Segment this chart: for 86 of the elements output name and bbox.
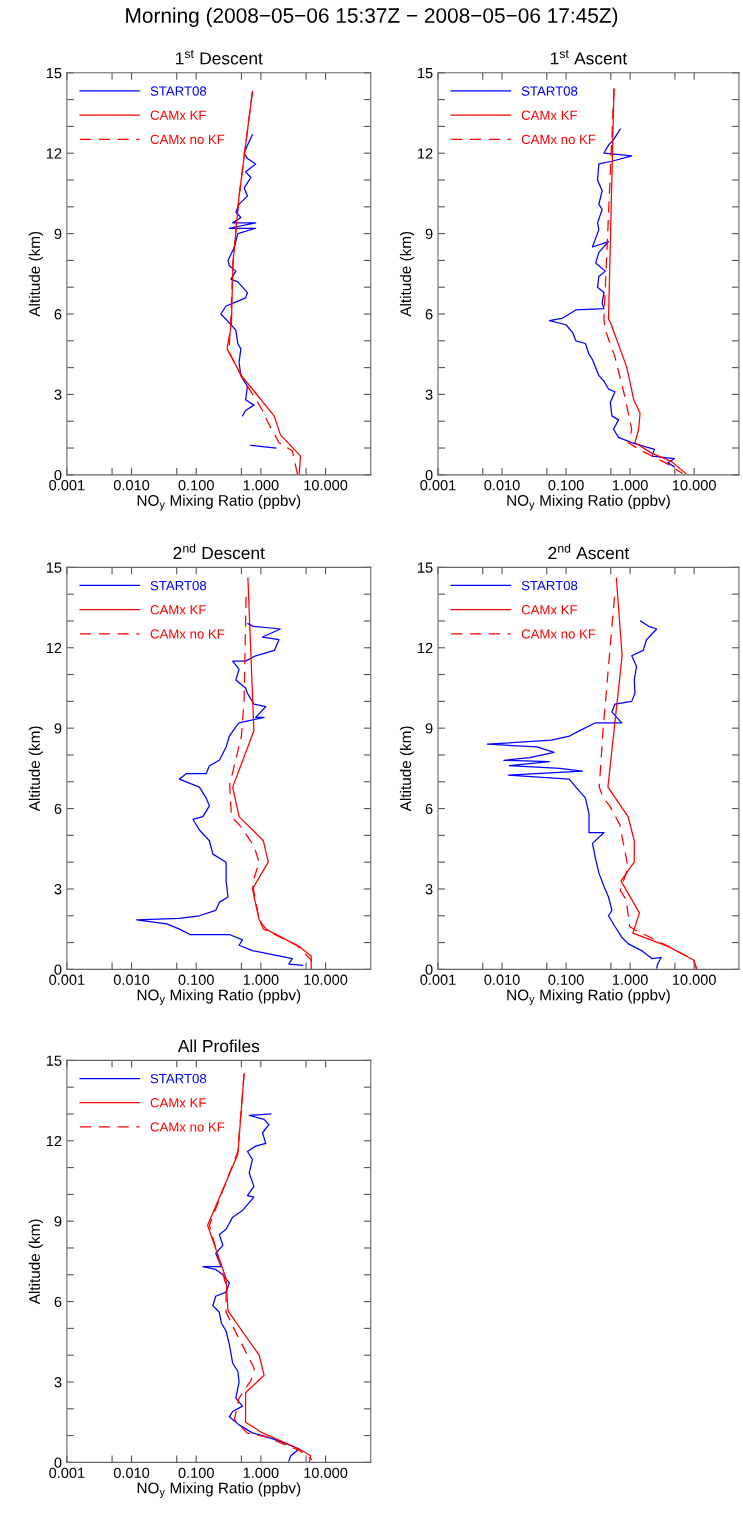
legend-label: START08 xyxy=(521,580,578,591)
x-tick-label: 0.001 xyxy=(49,974,85,985)
y-tick-label: 3 xyxy=(54,884,62,895)
x-tick-label: 0.001 xyxy=(420,480,456,491)
x-tick-label: 1.000 xyxy=(612,974,648,985)
x-tick-label: 0.001 xyxy=(49,480,85,491)
x-tick-label: 0.010 xyxy=(113,480,150,491)
x-tick-label: 1.000 xyxy=(243,1467,279,1478)
text: Morning (2008−05−06 15:37Z − 2008−05−06 17:45Z) xyxy=(126,7,618,28)
x-tick-label: 0.001 xyxy=(420,974,456,985)
legend-label: CAMx KF xyxy=(150,1098,206,1108)
legend-label: START08 xyxy=(150,1073,207,1084)
y-tick-label: 15 xyxy=(418,68,433,79)
x-tick-label: 10.000 xyxy=(304,1467,348,1478)
x-axis-title: NO$_{y}$ Mixing Ratio (ppbv) xyxy=(137,1482,301,1498)
chart-title: All Profiles xyxy=(177,1039,260,1053)
y-tick-label: 15 xyxy=(46,562,62,573)
x-tick-label: 0.100 xyxy=(178,1467,214,1478)
legend-label: CAMx no KF xyxy=(150,134,225,145)
y-tick-label: 12 xyxy=(46,148,62,159)
y-axis-title: Altitude (km) xyxy=(28,231,43,317)
y-tick-label: 6 xyxy=(425,309,433,320)
x-axis-title: NO$_{y}$ Mixing Ratio (ppbv) xyxy=(507,494,670,511)
x-tick-label: 1.000 xyxy=(243,480,279,491)
legend-label: START08 xyxy=(150,580,207,591)
y-axis-title: Altitude (km) xyxy=(399,231,415,317)
y-tick-label: 3 xyxy=(54,389,62,400)
x-tick-label: 1.000 xyxy=(243,974,279,985)
chart-title: 2$^{nd}$ Descent xyxy=(173,543,265,560)
legend-label: CAMx KF xyxy=(150,110,206,120)
y-tick-label: 3 xyxy=(54,1377,62,1388)
y-tick-label: 12 xyxy=(418,642,433,654)
x-tick-label: 10.000 xyxy=(304,480,348,491)
x-tick-label: 10.000 xyxy=(672,974,716,985)
legend-label: CAMx KF xyxy=(150,605,206,615)
legend-label: CAMx no KF xyxy=(150,1122,225,1132)
y-tick-label: 3 xyxy=(425,884,433,895)
y-tick-label: 12 xyxy=(46,642,62,654)
x-tick-label: 0.100 xyxy=(548,974,584,985)
y-tick-label: 9 xyxy=(425,723,433,734)
y-tick-label: 3 xyxy=(425,389,433,400)
y-tick-label: 9 xyxy=(54,1216,62,1227)
y-tick-label: 6 xyxy=(54,803,62,814)
y-tick-label: 0 xyxy=(54,469,62,481)
legend-label: CAMx no KF xyxy=(521,134,596,145)
x-tick-label: 0.100 xyxy=(178,480,214,491)
x-tick-label: 0.001 xyxy=(49,1467,85,1478)
x-tick-label: 10.000 xyxy=(672,480,716,491)
legend-label: CAMx no KF xyxy=(521,629,596,639)
y-tick-label: 6 xyxy=(54,309,62,320)
y-tick-label: 0 xyxy=(54,1457,62,1468)
y-tick-label: 9 xyxy=(54,228,62,240)
y-tick-label: 0 xyxy=(425,964,433,975)
y-tick-label: 15 xyxy=(46,68,62,79)
y-tick-label: 0 xyxy=(54,964,62,975)
y-axis-title: Altitude (km) xyxy=(28,1219,43,1305)
legend-label: CAMx KF xyxy=(521,110,578,120)
y-tick-label: 6 xyxy=(54,1296,62,1308)
legend-label: CAMx no KF xyxy=(150,629,225,639)
chart-title: 1$^{st}$ Ascent xyxy=(550,50,628,65)
y-tick-label: 0 xyxy=(425,469,433,481)
x-tick-label: 10.000 xyxy=(304,974,348,985)
chart-title: 1$^{st}$ Descent xyxy=(175,50,263,65)
x-tick-label: 0.010 xyxy=(113,1467,150,1478)
x-tick-label: 0.010 xyxy=(484,974,520,985)
y-tick-label: 6 xyxy=(425,803,433,814)
y-axis-title: Altitude (km) xyxy=(28,726,43,812)
legend-label: START08 xyxy=(150,86,207,96)
x-tick-label: 0.010 xyxy=(113,974,150,985)
chart-title: 2$^{nd}$ Ascent xyxy=(548,543,630,560)
x-axis-title: NO$_{y}$ Mixing Ratio (ppbv) xyxy=(137,494,301,511)
y-tick-label: 15 xyxy=(46,1055,62,1066)
legend-label: CAMx KF xyxy=(521,605,578,615)
y-tick-label: 12 xyxy=(46,1135,62,1147)
x-tick-label: 0.010 xyxy=(484,480,520,491)
x-axis-title: NO$_{y}$ Mixing Ratio (ppbv) xyxy=(137,989,301,1005)
x-tick-label: 0.100 xyxy=(178,974,214,985)
y-tick-label: 9 xyxy=(54,723,62,734)
x-tick-label: 1.000 xyxy=(612,480,648,491)
x-axis-title: NO$_{y}$ Mixing Ratio (ppbv) xyxy=(507,989,670,1005)
x-tick-label: 0.100 xyxy=(548,480,584,491)
y-tick-label: 15 xyxy=(418,562,433,573)
y-tick-label: 9 xyxy=(425,228,433,240)
legend-label: START08 xyxy=(521,86,578,96)
y-tick-label: 12 xyxy=(418,148,433,159)
y-axis-title: Altitude (km) xyxy=(399,726,415,812)
